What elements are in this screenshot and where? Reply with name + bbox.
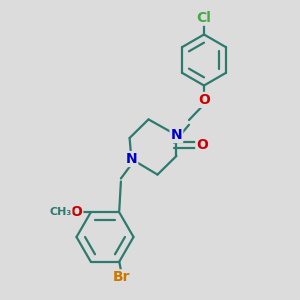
Text: N: N	[126, 152, 137, 166]
Text: N: N	[171, 128, 182, 142]
Text: O: O	[196, 138, 208, 152]
Text: Cl: Cl	[196, 11, 211, 25]
Text: CH₃: CH₃	[50, 207, 72, 217]
Text: O: O	[198, 93, 210, 107]
Text: O: O	[70, 205, 82, 219]
Text: Br: Br	[113, 270, 130, 284]
